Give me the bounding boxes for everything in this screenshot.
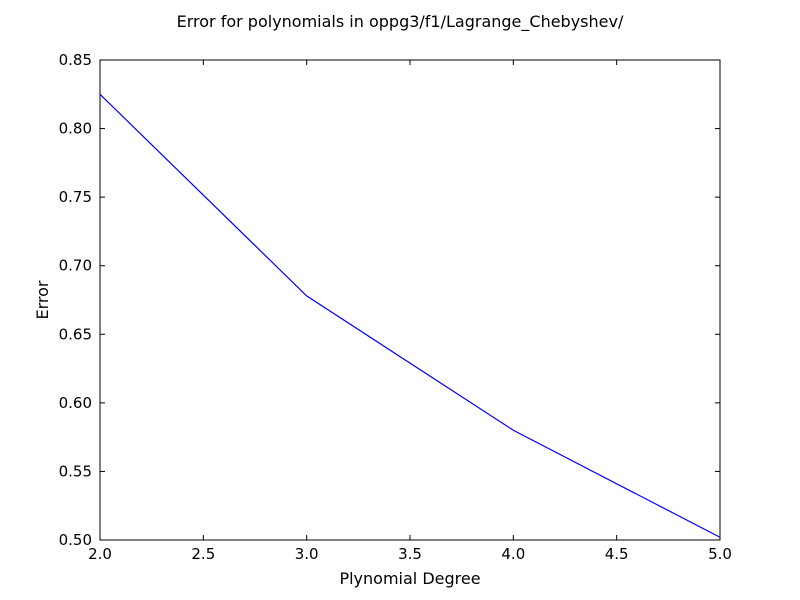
y-tick-label: 0.50	[59, 531, 92, 549]
x-tick-label: 4.5	[605, 545, 629, 563]
series-line	[99, 93, 721, 538]
y-tick-label: 0.80	[59, 120, 92, 138]
axis-ticks: 2.0 2.5 3.0 3.5 4.0 4.5 5.0 0.50 0.55 0.60 0.65 0.7…	[59, 51, 732, 563]
y-tick-label: 0.65	[59, 325, 92, 343]
x-tick-label: 4.0	[501, 545, 525, 563]
plot-area	[99, 59, 721, 541]
x-tick-label: 3.0	[295, 545, 319, 563]
x-tick-label: 2.5	[191, 545, 215, 563]
chart-title: Error for polynomials in oppg3/f1/Lagran…	[177, 12, 624, 32]
y-tick-label: 0.85	[59, 51, 92, 69]
x-tick-label: 2.0	[88, 545, 112, 563]
y-tick-label: 0.60	[59, 394, 92, 412]
y-axis-label: Error	[33, 280, 52, 319]
x-axis-label: Plynomial Degree	[339, 569, 480, 588]
y-tick-label: 0.75	[59, 188, 92, 206]
series-group	[99, 93, 721, 538]
y-tick-label: 0.55	[59, 462, 92, 480]
y-tick-label: 0.70	[59, 257, 92, 275]
x-tick-label: 3.5	[398, 545, 422, 563]
x-tick-label: 5.0	[708, 545, 732, 563]
